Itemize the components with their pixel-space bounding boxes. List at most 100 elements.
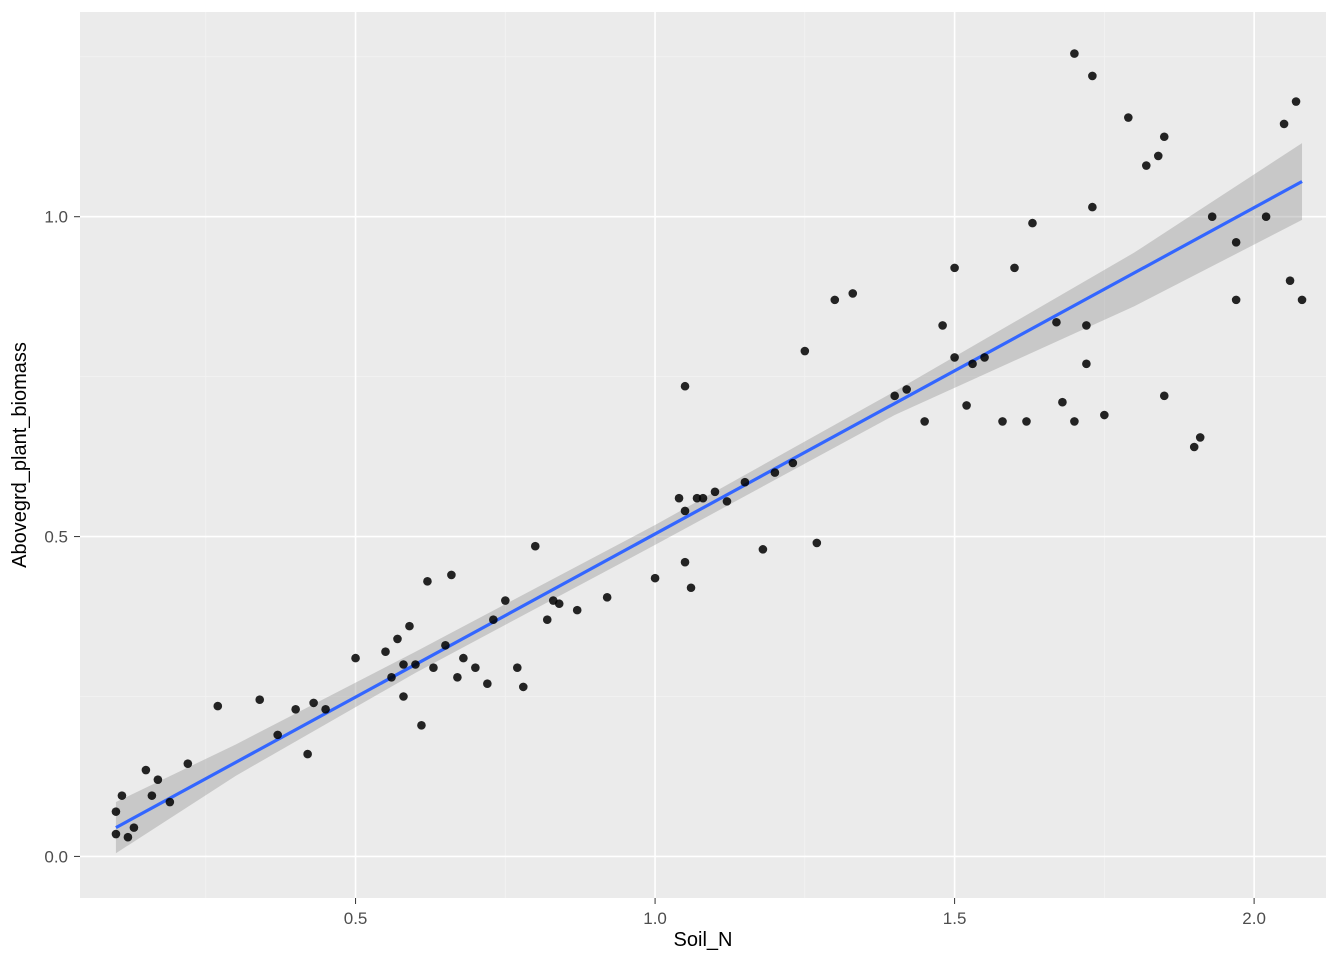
data-point [154, 775, 163, 784]
data-point [771, 468, 780, 477]
data-point [291, 705, 300, 714]
data-point [471, 663, 480, 672]
data-point [1232, 238, 1241, 247]
data-point [118, 791, 127, 800]
data-point [681, 507, 690, 516]
data-point [1070, 49, 1079, 58]
data-point [675, 494, 684, 503]
y-tick-label: 1.0 [44, 208, 68, 227]
data-point [399, 660, 408, 669]
data-point [453, 673, 462, 682]
data-point [848, 289, 857, 298]
data-point [309, 699, 318, 708]
x-axis-label: Soil_N [674, 929, 733, 951]
data-point [1232, 296, 1241, 305]
data-point [381, 647, 390, 656]
data-point [489, 615, 498, 624]
data-point [429, 663, 438, 672]
data-point [112, 830, 121, 839]
data-point [1082, 360, 1091, 369]
data-point [1160, 392, 1169, 401]
data-point [801, 347, 810, 356]
data-point [351, 654, 360, 663]
x-tick-label: 1.5 [943, 909, 967, 928]
data-point [950, 353, 959, 362]
data-point [148, 791, 157, 800]
data-point [962, 401, 971, 410]
data-point [920, 417, 929, 426]
data-point [651, 574, 660, 583]
data-point [1292, 97, 1301, 106]
data-point [1286, 276, 1295, 285]
data-point [741, 478, 750, 487]
data-point [938, 321, 947, 330]
data-point [423, 577, 432, 586]
scatter-chart: 0.51.01.52.00.00.51.0Soil_NAbovegrd_plan… [0, 0, 1344, 960]
data-point [405, 622, 414, 631]
data-point [519, 683, 528, 692]
data-point [1262, 212, 1271, 221]
data-point [543, 615, 552, 624]
data-point [980, 353, 989, 362]
y-axis-label: Abovegrd_plant_biomass [9, 342, 31, 568]
data-point [399, 692, 408, 701]
data-point [603, 593, 612, 602]
y-tick-label: 0.5 [44, 528, 68, 547]
data-point [441, 641, 450, 650]
data-point [142, 766, 151, 775]
data-point [573, 606, 582, 615]
data-point [1154, 152, 1163, 161]
data-point [411, 660, 420, 669]
data-point [902, 385, 911, 394]
data-point [723, 497, 732, 506]
data-point [759, 545, 768, 554]
data-point [681, 382, 690, 391]
data-point [184, 759, 193, 768]
data-point [387, 673, 396, 682]
data-point [1010, 264, 1019, 273]
data-point [968, 360, 977, 369]
data-point [1190, 443, 1199, 452]
x-tick-label: 0.5 [344, 909, 368, 928]
data-point [1058, 398, 1067, 407]
data-point [321, 705, 330, 714]
data-point [1124, 113, 1133, 122]
data-point [1052, 318, 1061, 327]
x-tick-label: 2.0 [1242, 909, 1266, 928]
data-point [166, 798, 175, 807]
data-point [459, 654, 468, 663]
chart-svg: 0.51.01.52.00.00.51.0Soil_NAbovegrd_plan… [0, 0, 1344, 960]
data-point [1208, 212, 1217, 221]
data-point [687, 583, 696, 592]
data-point [417, 721, 426, 730]
data-point [393, 635, 402, 644]
data-point [890, 392, 899, 401]
data-point [1142, 161, 1151, 170]
data-point [681, 558, 690, 567]
data-point [501, 596, 510, 605]
data-point [255, 695, 264, 704]
data-point [830, 296, 839, 305]
data-point [1088, 72, 1097, 81]
data-point [1100, 411, 1109, 420]
data-point [998, 417, 1007, 426]
data-point [273, 731, 282, 740]
data-point [1028, 219, 1037, 228]
data-point [1070, 417, 1079, 426]
data-point [711, 487, 720, 496]
plot-panel [80, 12, 1326, 898]
y-tick-label: 0.0 [44, 847, 68, 866]
data-point [699, 494, 708, 503]
data-point [813, 539, 822, 548]
data-point [531, 542, 540, 551]
data-point [483, 679, 492, 688]
data-point [513, 663, 522, 672]
data-point [213, 702, 222, 711]
data-point [1298, 296, 1307, 305]
data-point [1280, 120, 1289, 129]
data-point [447, 571, 456, 580]
data-point [1022, 417, 1031, 426]
data-point [303, 750, 312, 759]
data-point [1082, 321, 1091, 330]
data-point [1196, 433, 1205, 442]
